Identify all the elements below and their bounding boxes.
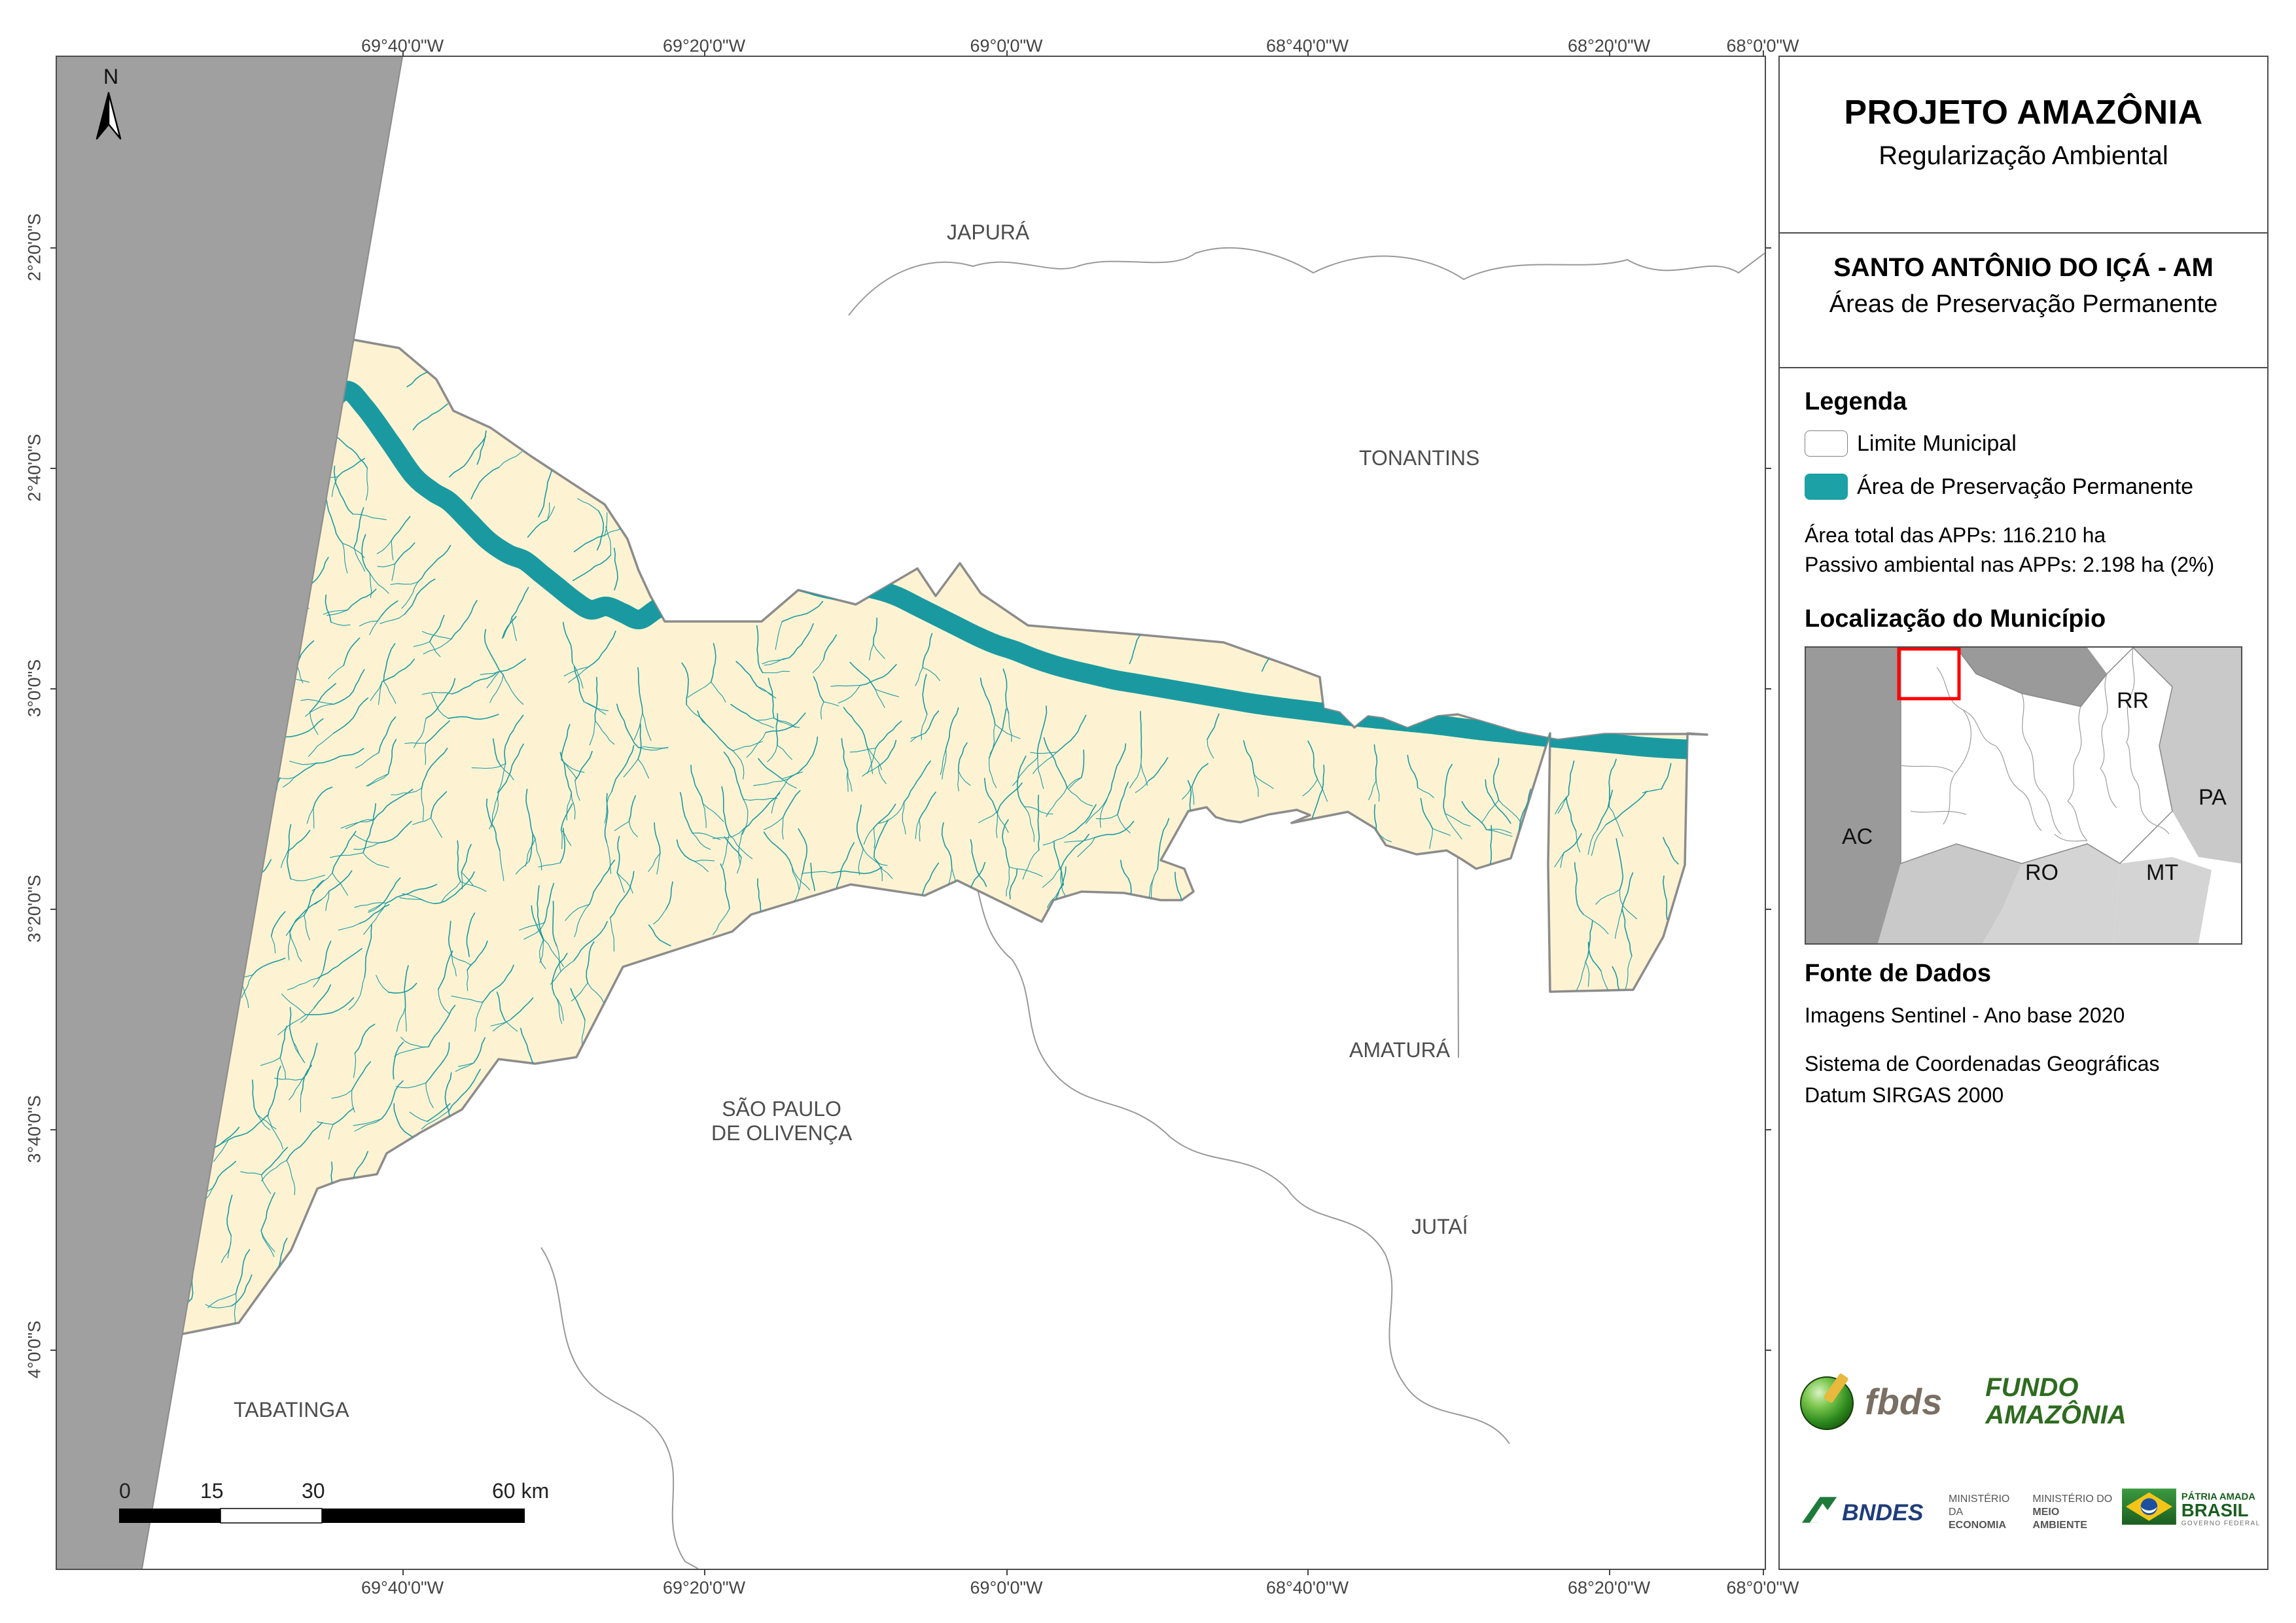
svg-text:15: 15 xyxy=(200,1479,224,1503)
svg-text:RO: RO xyxy=(2025,860,2058,885)
svg-text:RR: RR xyxy=(2117,688,2149,713)
svg-text:MT: MT xyxy=(2146,860,2178,885)
svg-text:GOVERNO FEDERAL: GOVERNO FEDERAL xyxy=(2181,1520,2261,1527)
svg-text:BNDES: BNDES xyxy=(1842,1499,1924,1526)
svg-text:30: 30 xyxy=(302,1479,325,1503)
svg-text:AC: AC xyxy=(1842,824,1873,849)
svg-text:60 km: 60 km xyxy=(492,1479,549,1503)
svg-text:BRASIL: BRASIL xyxy=(2181,1500,2249,1520)
svg-text:0: 0 xyxy=(119,1479,131,1503)
svg-text:N: N xyxy=(103,67,118,88)
svg-text:PA: PA xyxy=(2199,785,2227,810)
